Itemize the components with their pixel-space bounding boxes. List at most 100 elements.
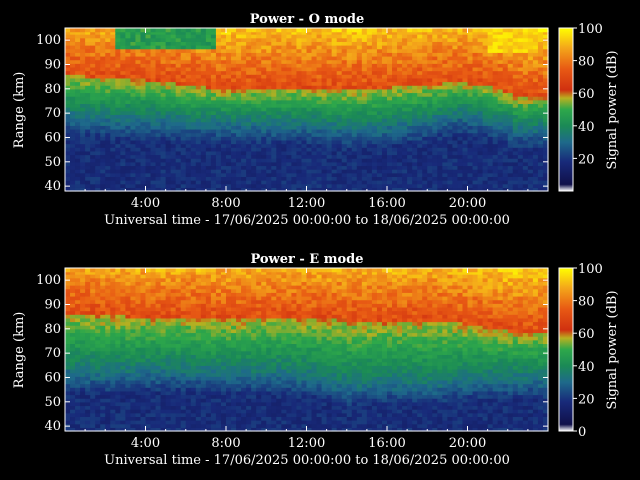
heatmap-cell [417, 139, 423, 145]
heatmap-cell [482, 125, 489, 130]
heatmap-cell [170, 41, 177, 46]
heatmap-cell [376, 158, 383, 163]
heatmap-cell [190, 48, 197, 53]
heatmap-cell [130, 139, 137, 145]
heatmap-cell [452, 150, 459, 156]
heatmap-cell [437, 96, 443, 101]
heatmap-cell [447, 132, 454, 137]
heatmap-cell [140, 158, 147, 163]
heatmap-cell [180, 55, 187, 61]
heatmap-cell [155, 125, 162, 130]
heatmap-cell [376, 52, 383, 57]
heatmap-cell [527, 55, 534, 61]
heatmap-cell [75, 114, 81, 119]
heatmap-cell [537, 41, 544, 46]
heatmap-cell [220, 63, 227, 68]
heatmap-cell [271, 110, 277, 115]
heatmap-cell [492, 158, 499, 163]
heatmap-cell [130, 158, 137, 163]
heatmap-cell [472, 85, 479, 90]
heatmap-cell [306, 92, 313, 97]
heatmap-cell [241, 55, 247, 61]
heatmap-cell [447, 118, 454, 123]
heatmap-cell [387, 180, 393, 185]
heatmap-cell [160, 158, 167, 163]
heatmap-cell [422, 118, 428, 123]
heatmap-cell [477, 52, 484, 57]
heatmap-cell [115, 310, 121, 315]
heatmap-cell [160, 55, 167, 61]
heatmap-cell [452, 92, 459, 97]
heatmap-cell [185, 66, 192, 72]
heatmap-cell [507, 172, 514, 177]
heatmap-cell [477, 172, 484, 177]
heatmap-cell [447, 154, 454, 159]
heatmap-cell [95, 420, 101, 425]
heatmap-cell [361, 176, 368, 181]
heatmap-cell [336, 121, 343, 126]
heatmap-cell [140, 172, 147, 177]
heatmap-cell [422, 74, 428, 79]
heatmap-cell [226, 180, 232, 185]
heatmap-cell [75, 37, 81, 42]
heatmap-cell [351, 30, 358, 35]
heatmap-cell [130, 183, 137, 188]
heatmap-cell [326, 172, 333, 177]
heatmap-cell [150, 85, 157, 90]
heatmap-cell [341, 48, 348, 53]
heatmap-cell [100, 118, 106, 123]
heatmap-cell [296, 34, 303, 39]
heatmap-cell [336, 88, 343, 94]
heatmap-cell [351, 88, 358, 94]
heatmap-cell [447, 180, 454, 185]
heatmap-cell [452, 41, 459, 46]
heatmap-cell [261, 187, 267, 192]
heatmap-cell [125, 270, 132, 275]
heatmap-cell [105, 28, 111, 33]
heatmap-cell [492, 92, 499, 97]
heatmap-cell [236, 28, 242, 33]
heatmap-cell [472, 169, 479, 174]
heatmap-cell [346, 99, 353, 105]
heatmap-cell [215, 183, 222, 188]
heatmap-cell [276, 30, 282, 35]
heatmap-cell [115, 420, 121, 425]
heatmap-cell [306, 161, 313, 167]
heatmap-cell [85, 180, 91, 185]
heatmap-cell [527, 165, 534, 170]
heatmap-cell [371, 48, 378, 53]
heatmap-cell [115, 354, 121, 359]
heatmap-cell [341, 132, 348, 137]
heatmap-cell [381, 70, 388, 75]
heatmap-cell [150, 114, 157, 119]
heatmap-cell [130, 118, 137, 123]
heatmap-cell [135, 132, 142, 137]
heatmap-cell [75, 427, 81, 432]
heatmap-cell [467, 99, 474, 105]
heatmap-cell [286, 30, 293, 35]
heatmap-cell [80, 136, 86, 141]
heatmap-cell [100, 274, 106, 279]
heatmap-cell [487, 96, 494, 101]
heatmap-cell [180, 30, 187, 35]
heatmap-cell [75, 401, 81, 407]
heatmap-cell [65, 128, 71, 134]
heatmap-cell [190, 187, 197, 192]
heatmap-cell [220, 92, 227, 97]
heatmap-cell [407, 85, 413, 90]
heatmap-cell [276, 66, 282, 72]
heatmap-cell [316, 143, 323, 148]
heatmap-cell [376, 45, 383, 50]
heatmap-cell [452, 139, 459, 145]
heatmap-cell [427, 52, 433, 57]
heatmap-cell [170, 180, 177, 185]
heatmap-cell [165, 139, 172, 145]
heatmap-cell [170, 136, 177, 141]
heatmap-cell [356, 169, 363, 174]
heatmap-cell [291, 150, 298, 156]
heatmap-cell [487, 48, 494, 53]
heatmap-cell [462, 41, 469, 46]
heatmap-cell [427, 180, 433, 185]
heatmap-cell [160, 107, 167, 112]
heatmap-cell [306, 143, 313, 148]
